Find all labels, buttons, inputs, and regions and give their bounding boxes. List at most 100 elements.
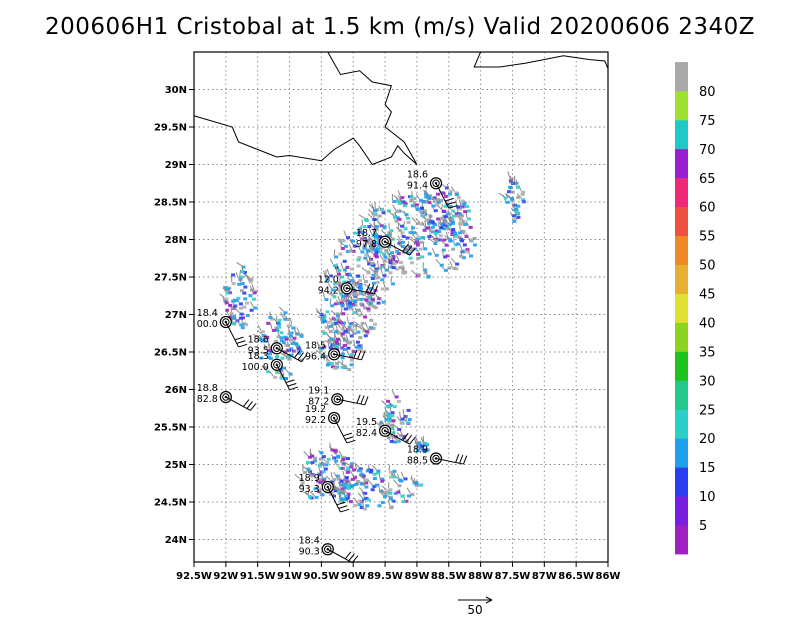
wind-vector bbox=[420, 436, 424, 443]
wind-vector bbox=[388, 464, 391, 471]
wind-vector bbox=[366, 251, 370, 258]
radar-pixel bbox=[369, 257, 373, 261]
dropsonde-label-2: 82.4 bbox=[356, 428, 377, 439]
wind-vector bbox=[256, 329, 262, 335]
radar-pixel bbox=[430, 225, 435, 229]
radar-pixel bbox=[261, 334, 266, 337]
wind-vector bbox=[377, 295, 383, 302]
radar-pixel bbox=[507, 190, 511, 194]
radar-pixel bbox=[379, 224, 384, 228]
radar-pixel bbox=[242, 291, 247, 295]
dropsonde: 19.292.2 bbox=[305, 404, 356, 444]
radar-pixel bbox=[244, 323, 249, 327]
wind-vector bbox=[372, 464, 377, 470]
wind-barb-flag bbox=[246, 401, 253, 409]
radar-pixel bbox=[338, 252, 343, 256]
radar-pixel bbox=[441, 191, 446, 195]
radar-pixel bbox=[291, 349, 296, 353]
radar-pixel bbox=[369, 244, 373, 248]
wind-barb-flag bbox=[405, 434, 413, 443]
radar-pixel bbox=[275, 328, 279, 332]
wind-vector bbox=[257, 324, 262, 331]
radar-pixel bbox=[403, 227, 408, 231]
radar-pixel bbox=[349, 353, 354, 357]
x-tick-label: 91W bbox=[277, 571, 302, 582]
radar-pixel bbox=[452, 266, 457, 270]
radar-pixel bbox=[332, 343, 337, 347]
radar-pixel bbox=[459, 254, 464, 258]
radar-pixel bbox=[363, 478, 368, 482]
wind-barb-staff bbox=[276, 347, 302, 363]
wind-barb-flag bbox=[360, 395, 365, 405]
radar-pixel bbox=[347, 293, 352, 297]
wind-vector bbox=[367, 213, 373, 219]
wind-vector bbox=[439, 239, 445, 245]
radar-pixel bbox=[423, 441, 428, 445]
radar-pixel bbox=[325, 363, 330, 367]
radar-pixel bbox=[326, 320, 331, 324]
radar-pixel bbox=[346, 457, 350, 460]
radar-pixel bbox=[299, 333, 304, 337]
radar-pixel bbox=[333, 318, 338, 322]
radar-pixel bbox=[350, 328, 355, 332]
dropsonde: 19.187.2 bbox=[308, 385, 369, 407]
wind-barb-flag bbox=[364, 396, 369, 405]
dropsonde-label-2: 92.2 bbox=[305, 415, 326, 426]
radar-pixel bbox=[394, 395, 399, 399]
radar-pixel bbox=[343, 307, 348, 311]
radar-pixel bbox=[455, 214, 460, 218]
radar-pixel bbox=[417, 273, 421, 277]
wind-vector bbox=[450, 186, 455, 192]
radar-pixel bbox=[420, 255, 425, 259]
wind-barb-flag bbox=[444, 197, 454, 202]
radar-pixel bbox=[425, 199, 430, 203]
radar-pixel bbox=[273, 375, 278, 379]
radar-pixel bbox=[259, 356, 264, 360]
wind-barb-staff bbox=[276, 364, 290, 390]
radar-pixel bbox=[377, 504, 382, 508]
radar-pixel bbox=[384, 268, 389, 272]
radar-pixel bbox=[383, 255, 388, 259]
wind-vector bbox=[437, 205, 443, 211]
wind-barb-flag bbox=[338, 505, 348, 509]
wind-vector bbox=[347, 295, 350, 302]
radar-pixel bbox=[373, 240, 378, 244]
dropsonde-label-2: 00.0 bbox=[197, 319, 218, 330]
wind-barb-staff bbox=[337, 398, 365, 406]
radar-pixel bbox=[328, 330, 333, 333]
wind-barb-flag bbox=[357, 350, 362, 360]
wind-vector bbox=[239, 269, 242, 276]
radar-pixel bbox=[342, 268, 347, 272]
wind-barb-flag bbox=[348, 553, 355, 562]
radar-pixel bbox=[444, 186, 449, 190]
dropsonde-label-2: 100.0 bbox=[242, 362, 269, 373]
dropsonde-label-2: 90.3 bbox=[299, 546, 320, 557]
radar-pixel bbox=[299, 358, 304, 362]
radar-pixel bbox=[464, 205, 469, 208]
wind-vector bbox=[353, 339, 356, 346]
radar-pixel bbox=[438, 234, 443, 238]
x-tick-label: 92.5W bbox=[176, 571, 212, 582]
wind-vector bbox=[346, 349, 350, 356]
radar-pixel bbox=[448, 239, 453, 243]
dropsonde-label-2: 88.5 bbox=[407, 456, 428, 467]
colorbar-segment bbox=[675, 438, 688, 468]
radar-pixel bbox=[380, 479, 385, 483]
wind-vector bbox=[340, 306, 343, 313]
radar-pixel bbox=[460, 222, 465, 226]
radar-pixel bbox=[330, 448, 335, 452]
wind-vector bbox=[236, 261, 242, 267]
radar-pixel bbox=[333, 366, 338, 370]
radar-pixel bbox=[362, 292, 367, 296]
radar-pixel bbox=[348, 301, 352, 305]
radar-pixel bbox=[385, 404, 390, 408]
radar-pixel bbox=[414, 241, 418, 245]
wind-vector bbox=[422, 241, 425, 248]
wind-vector bbox=[397, 190, 401, 197]
radar-pixel bbox=[388, 261, 393, 265]
wind-vector bbox=[459, 243, 463, 250]
radar-pixel bbox=[266, 370, 271, 374]
colorbar-label: 15 bbox=[699, 461, 716, 476]
radar-pixel bbox=[521, 190, 526, 194]
wind-vector bbox=[249, 301, 254, 307]
